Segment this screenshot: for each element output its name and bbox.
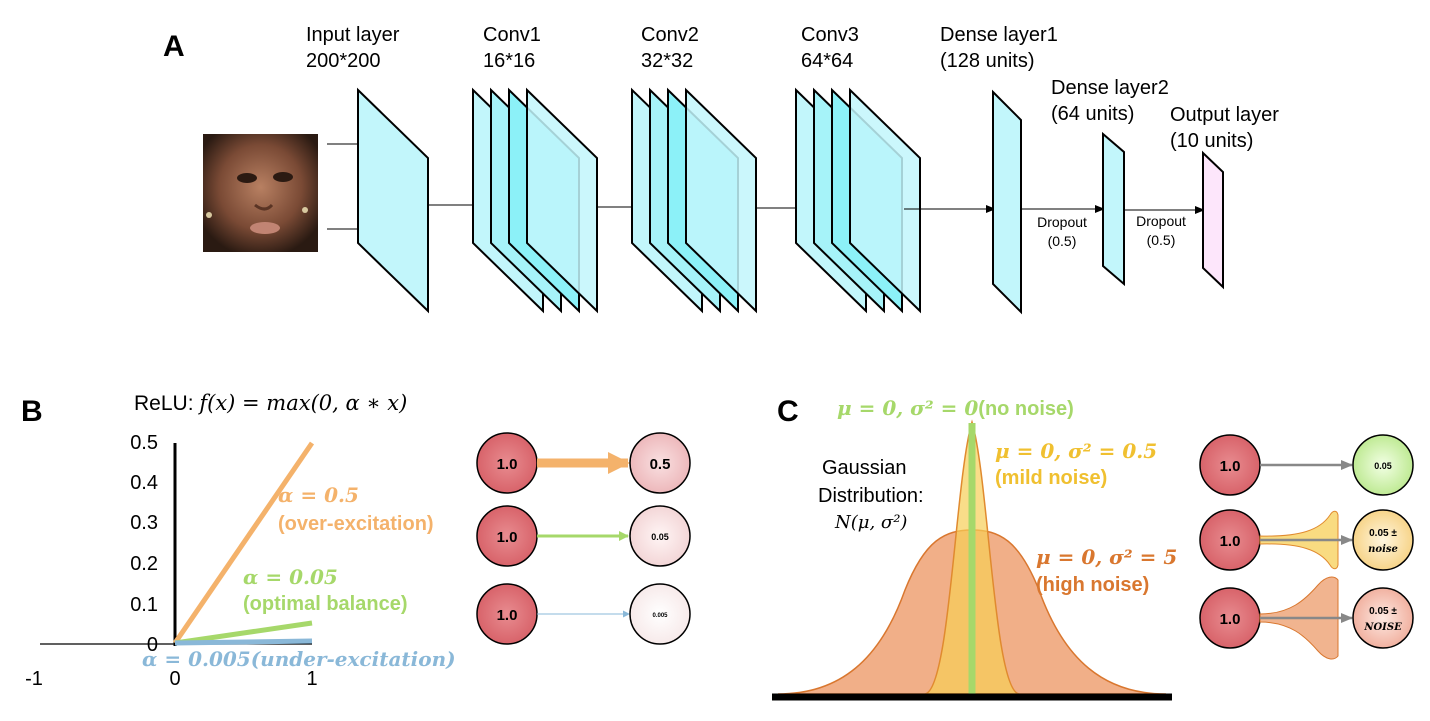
conv3-size: 64*64 <box>801 50 853 72</box>
conv1-label: Conv1 <box>483 24 541 46</box>
dense2-label: Dense layer2 <box>1051 77 1169 99</box>
input-node-value: 1.0 <box>1220 458 1241 475</box>
dropout1-value: (0.5) <box>1048 233 1077 249</box>
label-mild-formula: μ = 0, σ² = 0.5 <box>995 439 1157 463</box>
conv2-label: Conv2 <box>641 24 699 46</box>
output-node-value: 0.05 ± <box>1369 606 1397 617</box>
dense1-label: Dense layer1 <box>940 24 1058 46</box>
gaussian-label-1: Gaussian <box>822 457 907 479</box>
y-tick-0.1: 0.1 <box>130 594 158 616</box>
dropout2-value: (0.5) <box>1147 232 1176 248</box>
label-optimal-balance: (optimal balance) <box>243 593 407 615</box>
relu-title: ReLU: f(x) = max(0, α ∗ x) <box>134 391 407 415</box>
output-size: (10 units) <box>1170 130 1253 152</box>
output-node <box>1352 587 1414 649</box>
output-node-value: 0.05 ± <box>1369 528 1397 539</box>
panel-c: C μ = 0, σ² = 0(no noise) μ = 0, σ² = 0.… <box>772 395 1414 701</box>
input-node-value: 1.0 <box>1220 611 1241 628</box>
label-no-noise: μ = 0, σ² = 0(no noise) <box>837 396 1074 420</box>
label-over-excitation: (over-excitation) <box>278 513 434 535</box>
panel-a: A <box>163 24 1279 315</box>
dropout2-label: Dropout <box>1136 213 1186 229</box>
y-tick-0.3: 0.3 <box>130 512 158 534</box>
y-tick-0.2: 0.2 <box>130 553 158 575</box>
conv1-size: 16*16 <box>483 50 535 72</box>
y-tick-0: 0 <box>147 634 158 656</box>
output-slab <box>1202 150 1224 290</box>
panel-b-letter: B <box>21 395 43 428</box>
relu-node-row-3: 1.0 0.005 <box>476 583 691 645</box>
output-label: Output layer <box>1170 104 1279 126</box>
output-node <box>629 583 691 645</box>
output-node-noise: noise <box>1368 544 1398 555</box>
x-tick-neg1: -1 <box>25 668 43 690</box>
panel-c-letter: C <box>777 395 799 428</box>
y-tick-0.4: 0.4 <box>130 472 158 494</box>
dense1-size: (128 units) <box>940 50 1035 72</box>
label-high-desc: (high noise) <box>1036 574 1149 596</box>
noise-node-row-1: 1.0 0.05 <box>1199 434 1414 496</box>
output-node-value: 0.005 <box>652 613 668 619</box>
output-node-noise: NOISE <box>1363 622 1402 633</box>
output-node-value: 0.05 <box>1374 461 1392 471</box>
gaussian-formula: N(μ, σ²) <box>834 512 907 533</box>
relu-node-row-1: 1.0 0.5 <box>476 432 691 494</box>
output-node <box>1352 509 1414 571</box>
x-tick-0: 0 <box>169 668 180 690</box>
label-alpha-0.005: α = 0.005(under-excitation) <box>142 647 456 671</box>
input-layer-label: Input layer <box>306 24 400 46</box>
y-tick-0.5: 0.5 <box>130 432 158 454</box>
label-alpha-0.05: α = 0.05 <box>243 565 338 589</box>
output-node-value: 0.05 <box>651 532 669 542</box>
label-mild-desc: (mild noise) <box>995 467 1107 489</box>
output-node <box>629 505 691 567</box>
output-node <box>1352 434 1414 496</box>
face-image <box>203 134 318 252</box>
input-layer-slab <box>357 87 429 314</box>
input-node-value: 1.0 <box>1220 533 1241 550</box>
panel-b: B ReLU: f(x) = max(0, α ∗ x) 0.5 0.4 0.3… <box>21 391 691 690</box>
label-high-formula: μ = 0, σ² = 5 <box>1036 545 1177 569</box>
conv2-stack <box>631 87 757 314</box>
conv3-label: Conv3 <box>801 24 859 46</box>
dropout1-label: Dropout <box>1037 214 1087 230</box>
noise-node-row-3: 1.0 0.05 ± NOISE <box>1199 576 1414 660</box>
input-layer-size: 200*200 <box>306 50 381 72</box>
dense1-slab <box>992 89 1022 315</box>
gaussian-label-2: Distribution: <box>818 485 924 507</box>
conv2-size: 32*32 <box>641 50 693 72</box>
conv1-stack <box>472 87 598 314</box>
relu-line-alpha-0.05 <box>174 620 313 646</box>
label-alpha-0.5: α = 0.5 <box>278 483 359 507</box>
conv3-stack <box>795 87 921 314</box>
input-node-value: 1.0 <box>497 529 518 546</box>
dense2-slab <box>1102 131 1125 287</box>
relu-line-alpha-0.005 <box>174 638 313 646</box>
input-node-value: 1.0 <box>497 607 518 624</box>
relu-line-alpha-0.5 <box>172 441 315 645</box>
output-node-value: 0.5 <box>650 456 671 473</box>
output-node <box>629 432 691 494</box>
y-tick-labels: 0.5 0.4 0.3 0.2 0.1 0 <box>130 432 158 656</box>
dense2-size: (64 units) <box>1051 103 1134 125</box>
panel-a-letter: A <box>163 30 185 63</box>
relu-node-row-2: 1.0 0.05 <box>476 505 691 567</box>
noise-node-row-2: 1.0 0.05 ± noise <box>1199 509 1414 571</box>
x-tick-1: 1 <box>306 668 317 690</box>
input-node-value: 1.0 <box>497 456 518 473</box>
